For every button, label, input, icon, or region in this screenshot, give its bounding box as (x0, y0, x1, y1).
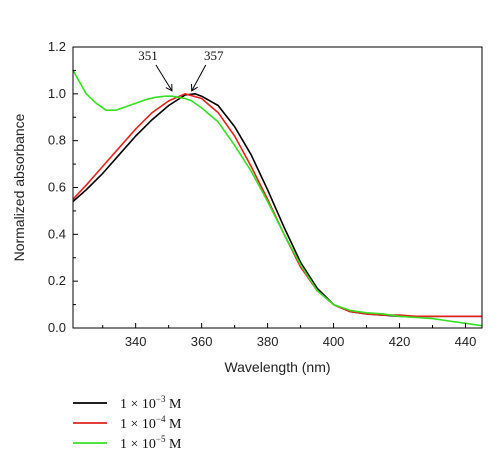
annotation-arrow-head (165, 83, 173, 92)
y-axis-title: Normalized absorbance (11, 113, 27, 261)
y-tick-label: 0.6 (48, 180, 66, 195)
x-tick-label: 440 (455, 334, 477, 349)
legend: 1 × 10−3 M 1 × 10−4 M 1 × 10−5 M (73, 394, 182, 452)
series-line-3 (73, 70, 482, 327)
y-tick-label: 0.4 (48, 226, 66, 241)
plot-frame (72, 46, 483, 329)
peak-annotation-1: 351 (138, 48, 158, 63)
peak-annotation-2: 357 (204, 48, 224, 63)
legend-label-1: 1 × 10−3 M (120, 394, 182, 412)
y-tick-label: 0.0 (48, 320, 66, 335)
legend-label-2: 1 × 10−4 M (120, 414, 182, 432)
annotation-arrow-head (191, 83, 198, 92)
x-tick-label: 380 (257, 334, 279, 349)
x-tick-label: 340 (125, 334, 147, 349)
annotation-arrow-line (155, 64, 173, 92)
x-tick-label: 360 (191, 334, 213, 349)
y-tick-label: 1.2 (48, 39, 66, 54)
ticks-layer: 0.0 0.2 0.4 0.6 0.8 1.0 1.2 340 360 380 400 420 440 (48, 39, 476, 349)
x-tick-label: 400 (323, 334, 345, 349)
x-tick-label: 420 (389, 334, 411, 349)
series-line-2 (73, 93, 482, 318)
series-line-1 (73, 93, 482, 318)
y-tick-label: 0.8 (48, 133, 66, 148)
legend-label-3: 1 × 10−5 M (120, 434, 182, 452)
annotation-arrow-line (191, 64, 207, 92)
annotations: 351 357 (138, 48, 224, 92)
series-layer (73, 70, 482, 327)
x-axis-title: Wavelength (nm) (224, 359, 330, 375)
y-tick-label: 0.2 (48, 273, 66, 288)
y-tick-label: 1.0 (48, 86, 66, 101)
